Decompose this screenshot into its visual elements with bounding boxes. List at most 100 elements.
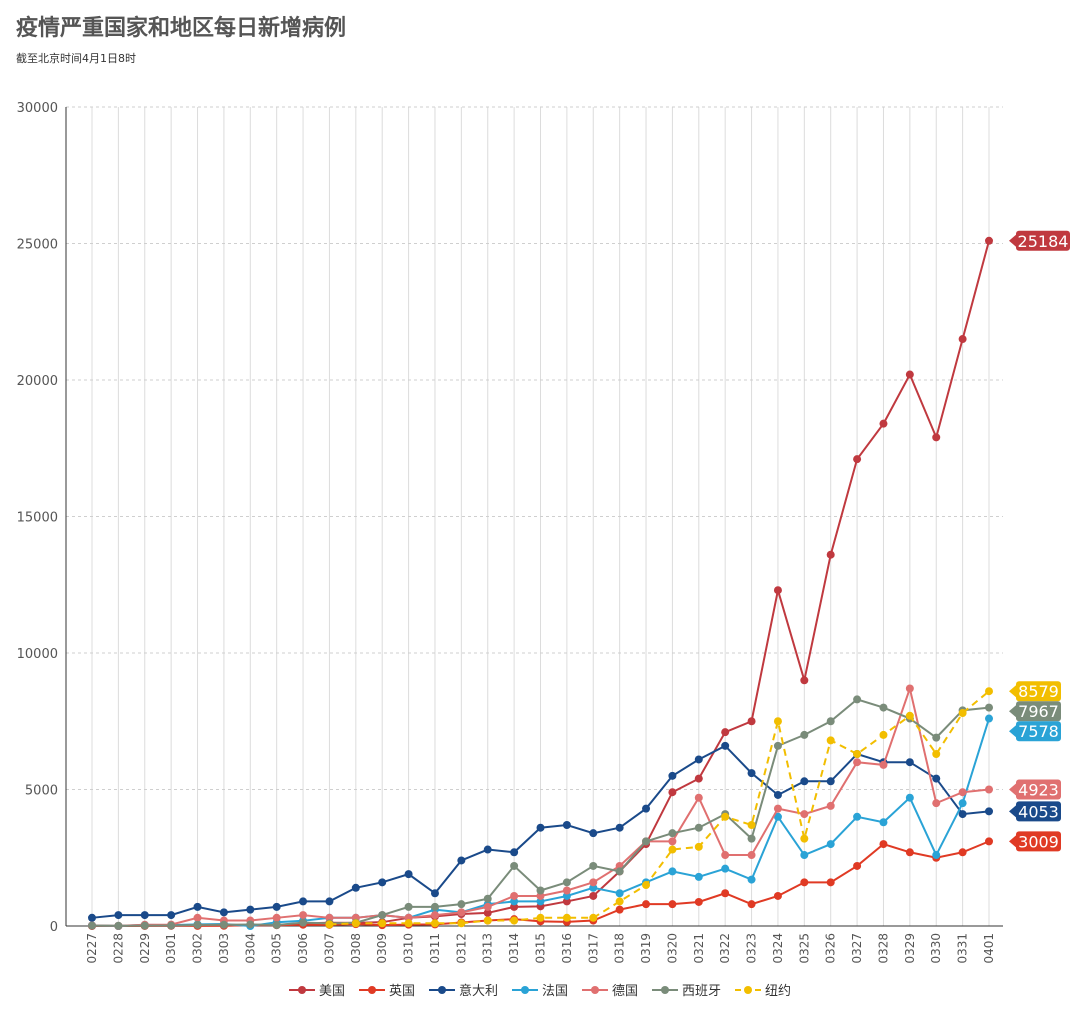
- legend-item: 法国: [511, 980, 568, 999]
- x-tick-label: 0330: [929, 933, 943, 964]
- x-tick-label: 0308: [349, 933, 363, 964]
- data-point: [193, 902, 202, 911]
- data-point: [589, 829, 598, 838]
- x-tick-label: 0328: [876, 933, 890, 964]
- data-point: [562, 878, 571, 887]
- legend-label: 法国: [541, 984, 568, 999]
- data-point: [483, 902, 492, 911]
- data-point: [694, 823, 703, 832]
- x-tick-label: 0309: [375, 933, 389, 964]
- x-tick-label: 0319: [639, 933, 653, 964]
- data-point: [958, 335, 967, 344]
- y-tick-label: 5000: [25, 784, 58, 799]
- legend: 美国 英国 意大利 法国 德国 西班牙 纽约: [0, 980, 1080, 999]
- end-label-box: [1016, 701, 1061, 722]
- legend-label: 西班牙: [682, 984, 722, 999]
- data-point: [589, 861, 598, 870]
- x-tick-label: 0322: [718, 933, 732, 964]
- data-point: [615, 905, 624, 914]
- legend-item: 意大利: [428, 980, 498, 999]
- x-tick-label: 0331: [956, 933, 970, 964]
- end-label-pointer: [1009, 783, 1016, 796]
- data-point: [853, 695, 862, 704]
- data-point: [747, 900, 756, 909]
- data-point: [668, 788, 677, 797]
- data-point: [853, 812, 862, 821]
- end-label-pointer: [1009, 685, 1016, 698]
- data-point: [905, 848, 914, 857]
- x-tick-label: 0321: [692, 933, 706, 964]
- end-label-box: [1016, 721, 1061, 742]
- y-tick-label: 0: [50, 920, 58, 935]
- data-point: [721, 851, 730, 860]
- x-tick-label: 0306: [296, 933, 310, 964]
- data-point: [615, 889, 624, 898]
- x-tick-label: 0318: [613, 933, 627, 964]
- legend-label: 美国: [318, 984, 345, 999]
- legend-item: 英国: [358, 980, 415, 999]
- end-label-pointer: [1009, 805, 1016, 818]
- x-tick-label: 0310: [402, 933, 416, 964]
- end-label-text: 4923: [1018, 781, 1059, 800]
- x-tick-label: 0303: [217, 933, 231, 964]
- data-point: [615, 897, 624, 906]
- x-tick-label: 0312: [454, 933, 468, 964]
- end-label-pointer: [1009, 705, 1016, 718]
- data-point: [510, 916, 519, 925]
- data-point: [536, 913, 545, 922]
- data-point: [219, 908, 228, 917]
- y-tick-label: 10000: [17, 647, 58, 662]
- end-label-box: [1016, 779, 1061, 800]
- data-point: [879, 818, 888, 827]
- legend-swatch: [582, 984, 608, 996]
- data-point: [721, 889, 730, 898]
- end-label-西班牙: 7967: [1009, 701, 1061, 722]
- end-label-text: 7578: [1018, 722, 1059, 741]
- end-label-text: 4053: [1018, 802, 1059, 821]
- data-point: [589, 891, 598, 900]
- x-tick-label: 0302: [191, 933, 205, 964]
- data-point: [430, 911, 439, 920]
- end-label-text: 25184: [1018, 232, 1069, 251]
- data-point: [773, 891, 782, 900]
- data-point: [985, 807, 993, 816]
- series-lines: [88, 236, 993, 930]
- data-point: [826, 717, 835, 726]
- x-tick-label: 0301: [164, 933, 178, 964]
- data-point: [905, 684, 914, 693]
- x-tick-label: 0326: [824, 933, 838, 964]
- data-point: [615, 867, 624, 876]
- grid: [66, 106, 1003, 927]
- data-point: [642, 804, 651, 813]
- legend-label: 德国: [612, 984, 639, 999]
- data-point: [932, 750, 941, 759]
- data-point: [457, 919, 466, 928]
- data-point: [905, 758, 914, 767]
- data-point: [272, 920, 281, 929]
- data-point: [932, 799, 941, 808]
- data-point: [430, 889, 439, 898]
- end-label-pointer: [1009, 835, 1016, 848]
- y-tick-label: 30000: [17, 101, 58, 116]
- data-point: [483, 894, 492, 903]
- data-point: [193, 913, 202, 922]
- legend-label: 意大利: [458, 984, 498, 999]
- data-point: [721, 812, 730, 821]
- data-point: [536, 823, 545, 832]
- data-point: [958, 810, 967, 819]
- data-point: [985, 236, 993, 245]
- y-tick-label: 20000: [17, 374, 58, 389]
- data-point: [932, 733, 941, 742]
- chart-subtitle: 截至北京时间4月1日8时: [16, 52, 136, 65]
- data-point: [642, 837, 651, 846]
- data-point: [430, 919, 439, 928]
- data-point: [826, 801, 835, 810]
- data-point: [325, 897, 334, 906]
- data-point: [562, 913, 571, 922]
- x-tick-label: 0305: [270, 933, 284, 964]
- legend-label: 纽约: [765, 984, 792, 999]
- data-point: [562, 820, 571, 829]
- data-point: [378, 878, 387, 887]
- end-label-text: 3009: [1018, 832, 1059, 851]
